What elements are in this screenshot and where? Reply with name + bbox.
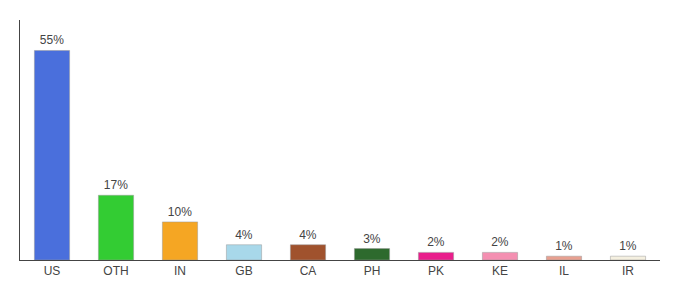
svg-text:CA: CA <box>300 264 317 278</box>
svg-text:GB: GB <box>235 264 252 278</box>
svg-text:IL: IL <box>559 264 569 278</box>
svg-text:10%: 10% <box>168 205 192 219</box>
svg-text:KE: KE <box>492 264 508 278</box>
svg-text:PH: PH <box>364 264 381 278</box>
svg-text:IN: IN <box>174 264 186 278</box>
svg-text:2%: 2% <box>491 235 509 249</box>
svg-text:55%: 55% <box>40 33 64 47</box>
svg-text:1%: 1% <box>619 239 637 253</box>
svg-text:4%: 4% <box>235 228 253 242</box>
svg-text:4%: 4% <box>299 228 317 242</box>
svg-text:17%: 17% <box>104 178 128 192</box>
svg-text:1%: 1% <box>555 239 573 253</box>
svg-text:3%: 3% <box>363 232 381 246</box>
svg-text:IR: IR <box>622 264 634 278</box>
svg-text:2%: 2% <box>427 235 445 249</box>
svg-text:US: US <box>44 264 61 278</box>
svg-text:PK: PK <box>428 264 444 278</box>
svg-text:OTH: OTH <box>103 264 128 278</box>
